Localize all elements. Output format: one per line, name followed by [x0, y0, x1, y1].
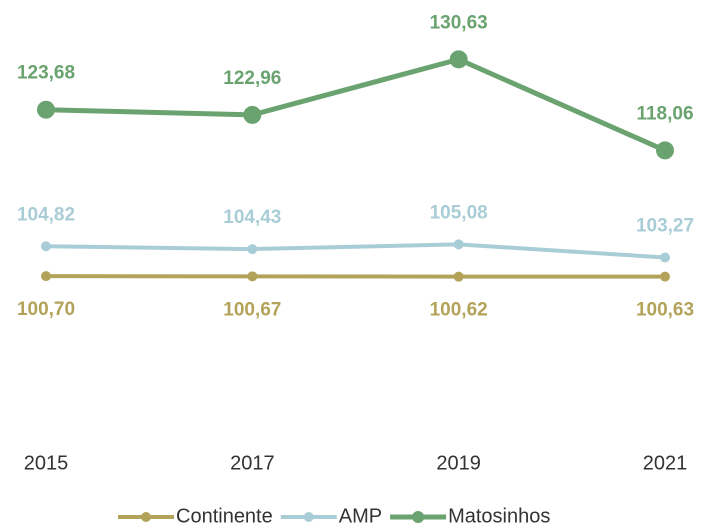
point [247, 271, 258, 282]
value-label: 100,62 [430, 300, 488, 321]
value-label: 105,08 [430, 202, 488, 223]
x-tick-label: 2015 [24, 452, 69, 474]
value-label: 104,43 [223, 207, 281, 228]
point [41, 241, 51, 252]
point [247, 244, 258, 255]
value-label: 123,68 [17, 63, 75, 84]
point [656, 141, 674, 160]
legend-marker [141, 512, 151, 522]
value-label: 122,96 [223, 68, 281, 89]
legend-label: Continente [176, 505, 273, 526]
point [41, 271, 51, 282]
value-label: 100,67 [223, 299, 281, 320]
value-label: 130,63 [430, 12, 488, 33]
series-line [45, 274, 666, 279]
value-label: 104,82 [17, 204, 75, 225]
value-label: 100,63 [636, 300, 694, 321]
point [37, 100, 55, 119]
legend-marker [303, 512, 314, 522]
x-tick-label: 2017 [230, 452, 275, 474]
point [453, 239, 464, 250]
point [660, 271, 670, 282]
legend-label: AMP [339, 505, 382, 526]
point [449, 50, 468, 69]
series-line [45, 56, 667, 153]
value-label: 100,70 [17, 299, 75, 320]
series-line [45, 242, 666, 260]
point [243, 105, 262, 124]
legend-label: Matosinhos [448, 505, 550, 526]
point [660, 252, 670, 263]
x-tick-label: 2021 [643, 452, 688, 474]
value-label: 118,06 [636, 103, 693, 124]
x-tick-label: 2019 [436, 452, 481, 474]
value-label: 103,27 [636, 216, 694, 237]
legend-marker [412, 511, 425, 523]
point [453, 271, 464, 282]
